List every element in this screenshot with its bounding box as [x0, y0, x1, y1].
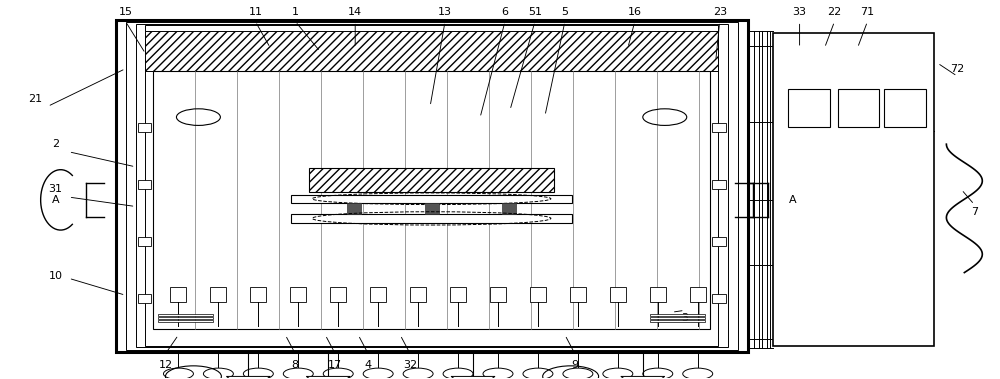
Bar — [838, 89, 879, 127]
Bar — [410, 287, 426, 302]
Bar — [145, 31, 718, 70]
Polygon shape — [226, 376, 270, 379]
Text: 17: 17 — [328, 360, 342, 370]
Text: 9: 9 — [571, 360, 578, 370]
Bar — [650, 314, 705, 316]
Text: 11: 11 — [248, 7, 262, 17]
Bar — [210, 287, 226, 302]
Bar — [126, 22, 738, 349]
Text: 10: 10 — [49, 271, 63, 281]
Bar — [145, 25, 718, 346]
Text: 2: 2 — [52, 139, 59, 149]
Bar — [291, 214, 572, 222]
Bar — [650, 320, 705, 323]
Bar — [570, 287, 586, 302]
Bar — [530, 287, 546, 302]
Bar — [788, 89, 830, 127]
Bar — [158, 320, 213, 323]
Bar — [291, 194, 572, 203]
Bar — [153, 70, 710, 329]
Text: 14: 14 — [348, 7, 362, 17]
Bar — [650, 287, 666, 302]
Text: 15: 15 — [119, 7, 133, 17]
Text: 13: 13 — [438, 7, 452, 17]
Bar — [712, 180, 726, 189]
Text: 32: 32 — [403, 360, 417, 370]
Bar — [712, 123, 726, 132]
Bar — [138, 294, 151, 303]
Bar — [650, 317, 705, 319]
Bar — [116, 20, 748, 352]
Bar — [250, 287, 266, 302]
Text: 3: 3 — [681, 313, 688, 323]
Text: A: A — [52, 195, 59, 205]
Bar — [690, 287, 706, 302]
Bar — [330, 287, 346, 302]
Polygon shape — [621, 376, 665, 379]
Text: 21: 21 — [29, 94, 43, 104]
Bar — [490, 287, 506, 302]
Text: 71: 71 — [860, 7, 875, 17]
Bar — [450, 287, 466, 302]
Bar — [309, 168, 554, 192]
Bar — [138, 123, 151, 132]
Bar — [138, 180, 151, 189]
Bar — [712, 237, 726, 246]
Text: 31: 31 — [49, 185, 63, 194]
Text: 8: 8 — [292, 360, 299, 370]
Bar — [502, 203, 516, 214]
Bar — [884, 89, 926, 127]
Polygon shape — [306, 376, 350, 379]
Text: 5: 5 — [561, 7, 568, 17]
Text: 16: 16 — [628, 7, 642, 17]
Bar — [370, 287, 386, 302]
Text: 1: 1 — [292, 7, 299, 17]
Bar — [138, 237, 151, 246]
Text: 33: 33 — [793, 7, 807, 17]
Bar — [158, 317, 213, 319]
Bar — [425, 203, 439, 214]
Bar — [158, 314, 213, 316]
Text: 23: 23 — [713, 7, 727, 17]
Text: 7: 7 — [971, 207, 978, 217]
Bar — [712, 294, 726, 303]
Text: 51: 51 — [528, 7, 542, 17]
Bar — [610, 287, 626, 302]
Text: 72: 72 — [950, 64, 964, 74]
Bar — [136, 24, 728, 347]
Bar — [170, 287, 186, 302]
Text: 6: 6 — [501, 7, 508, 17]
Bar — [347, 203, 361, 214]
Text: 22: 22 — [827, 7, 842, 17]
Text: A: A — [789, 195, 796, 205]
Text: 12: 12 — [158, 360, 173, 370]
Polygon shape — [451, 376, 495, 379]
Bar — [773, 33, 934, 346]
Bar — [290, 287, 306, 302]
Text: 4: 4 — [365, 360, 372, 370]
